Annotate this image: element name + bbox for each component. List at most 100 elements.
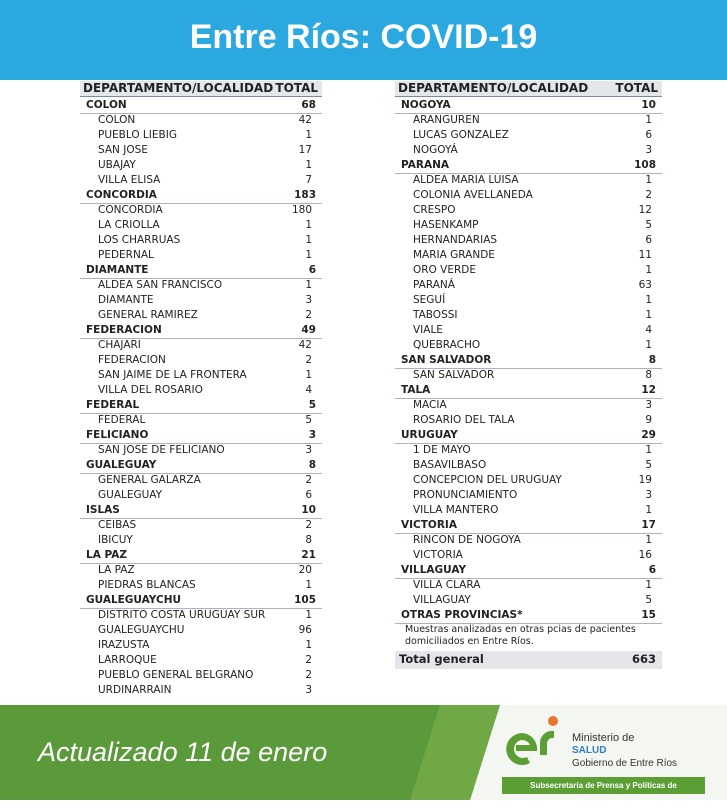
department-name: CONCORDIA — [86, 189, 157, 201]
ministry-salud: SALUD — [572, 745, 607, 756]
department-name: SAN SALVADOR — [401, 354, 492, 366]
department-total: 6 — [648, 564, 656, 576]
locality-total: 5 — [645, 594, 652, 606]
department-band — [395, 428, 662, 444]
department-band — [80, 548, 322, 564]
department-band — [80, 323, 322, 339]
locality-name: 1 DE MAYO — [413, 444, 471, 456]
department-band — [80, 593, 322, 609]
locality-name: HASENKAMP — [413, 219, 479, 231]
department-total: 3 — [308, 429, 316, 441]
locality-name: PUEBLO LIEBIG — [98, 129, 177, 141]
total-label: Total general — [399, 652, 484, 666]
locality-total: 2 — [645, 189, 652, 201]
department-total: 105 — [294, 594, 316, 606]
department-total: 10 — [641, 99, 656, 111]
department-name: TALA — [401, 384, 431, 396]
locality-name: VILLAGUAY — [413, 594, 471, 606]
locality-total: 6 — [305, 489, 312, 501]
secretariat: Subsecretaría de Prensa y Políticas de C… — [502, 777, 705, 807]
locality-total: 6 — [645, 234, 652, 246]
locality-total: 96 — [298, 624, 312, 636]
note: Muestras analizadas en otras pcias de pa… — [405, 624, 636, 647]
department-band — [80, 98, 322, 114]
department-name: VILLAGUAY — [401, 564, 467, 576]
locality-total: 1 — [305, 639, 312, 651]
header-band — [80, 81, 322, 97]
department-total: 10 — [301, 504, 316, 516]
department-band — [80, 458, 322, 474]
locality-name: FEDERAL — [98, 414, 146, 426]
locality-name: MACIA — [413, 399, 447, 411]
locality-name: PEDERNAL — [98, 249, 154, 261]
department-band — [80, 428, 322, 444]
locality-name: GENERAL GALARZA — [98, 474, 201, 486]
locality-total: 3 — [305, 684, 312, 696]
department-name: FEDERAL — [86, 399, 140, 411]
locality-total: 3 — [305, 444, 312, 456]
locality-total: 3 — [645, 489, 652, 501]
locality-total: 4 — [645, 324, 652, 336]
department-total: 8 — [648, 354, 656, 366]
locality-name: VILLA CLARA — [413, 579, 481, 591]
locality-name: LOS CHARRUAS — [98, 234, 181, 246]
locality-name: GUALEGUAY — [98, 489, 163, 501]
department-total: 29 — [641, 429, 656, 441]
department-band — [395, 353, 662, 369]
updated-date: Actualizado 11 de enero — [38, 737, 328, 767]
locality-total: 1 — [305, 159, 312, 171]
locality-name: PRONUNCIAMIENTO — [413, 489, 518, 501]
locality-total: 8 — [305, 534, 312, 546]
locality-total: 1 — [645, 174, 652, 186]
locality-total: 1 — [645, 264, 652, 276]
locality-total: 3 — [305, 294, 312, 306]
header-band — [395, 81, 662, 97]
locality-name: ARANGUREN — [413, 114, 480, 126]
locality-total: 2 — [305, 354, 312, 366]
locality-total: 2 — [305, 519, 312, 531]
locality-total: 1 — [645, 114, 652, 126]
locality-name: PARANÁ — [413, 279, 455, 291]
footer: Actualizado 11 de enero Ministerio de SA… — [0, 705, 727, 807]
locality-total: 1 — [645, 309, 652, 321]
locality-name: ORO VERDE — [413, 264, 476, 276]
locality-name: SAN JOSE DE FELICIANO — [98, 444, 225, 456]
department-name: DIAMANTE — [86, 264, 149, 276]
locality-total: 7 — [305, 174, 312, 186]
locality-total: 1 — [645, 534, 652, 546]
locality-total: 5 — [305, 414, 312, 426]
locality-total: 1 — [645, 294, 652, 306]
locality-total: 180 — [291, 204, 312, 216]
government: Gobierno de Entre Ríos — [572, 758, 678, 769]
locality-name: GUALEGUAYCHU — [98, 624, 185, 636]
department-name: GUALEGUAYCHU — [86, 594, 182, 606]
department-band — [80, 503, 322, 519]
total-value: 663 — [631, 652, 656, 666]
department-band — [80, 263, 322, 279]
locality-total: 1 — [305, 129, 312, 141]
department-total: 108 — [634, 159, 656, 171]
locality-name: CRESPO — [413, 204, 456, 216]
column-header: DEPARTAMENTO/LOCALIDAD — [83, 81, 274, 95]
locality-total: 5 — [645, 459, 652, 471]
locality-total: 1 — [305, 609, 312, 621]
locality-total: 1 — [305, 579, 312, 591]
column-header: DEPARTAMENTO/LOCALIDAD — [398, 81, 589, 95]
locality-total: 5 — [645, 219, 652, 231]
department-band — [80, 398, 322, 414]
locality-name: VILLA ELISA — [98, 174, 161, 186]
department-total: 5 — [308, 399, 316, 411]
locality-total: 6 — [645, 129, 652, 141]
locality-name: UBAJAY — [98, 159, 136, 171]
department-total: 6 — [308, 264, 316, 276]
department-total: 12 — [641, 384, 656, 396]
department-band — [395, 158, 662, 174]
department-band — [395, 98, 662, 114]
locality-name: ALDEA SAN FRANCISCO — [98, 279, 223, 291]
department-name: GUALEGUAY — [86, 459, 157, 471]
column-header: TOTAL — [275, 81, 318, 95]
locality-total: 2 — [305, 654, 312, 666]
locality-name: PUEBLO GENERAL BELGRANO — [98, 669, 254, 681]
locality-name: NOGOYÁ — [413, 144, 458, 156]
locality-name: DIAMANTE — [98, 294, 154, 306]
